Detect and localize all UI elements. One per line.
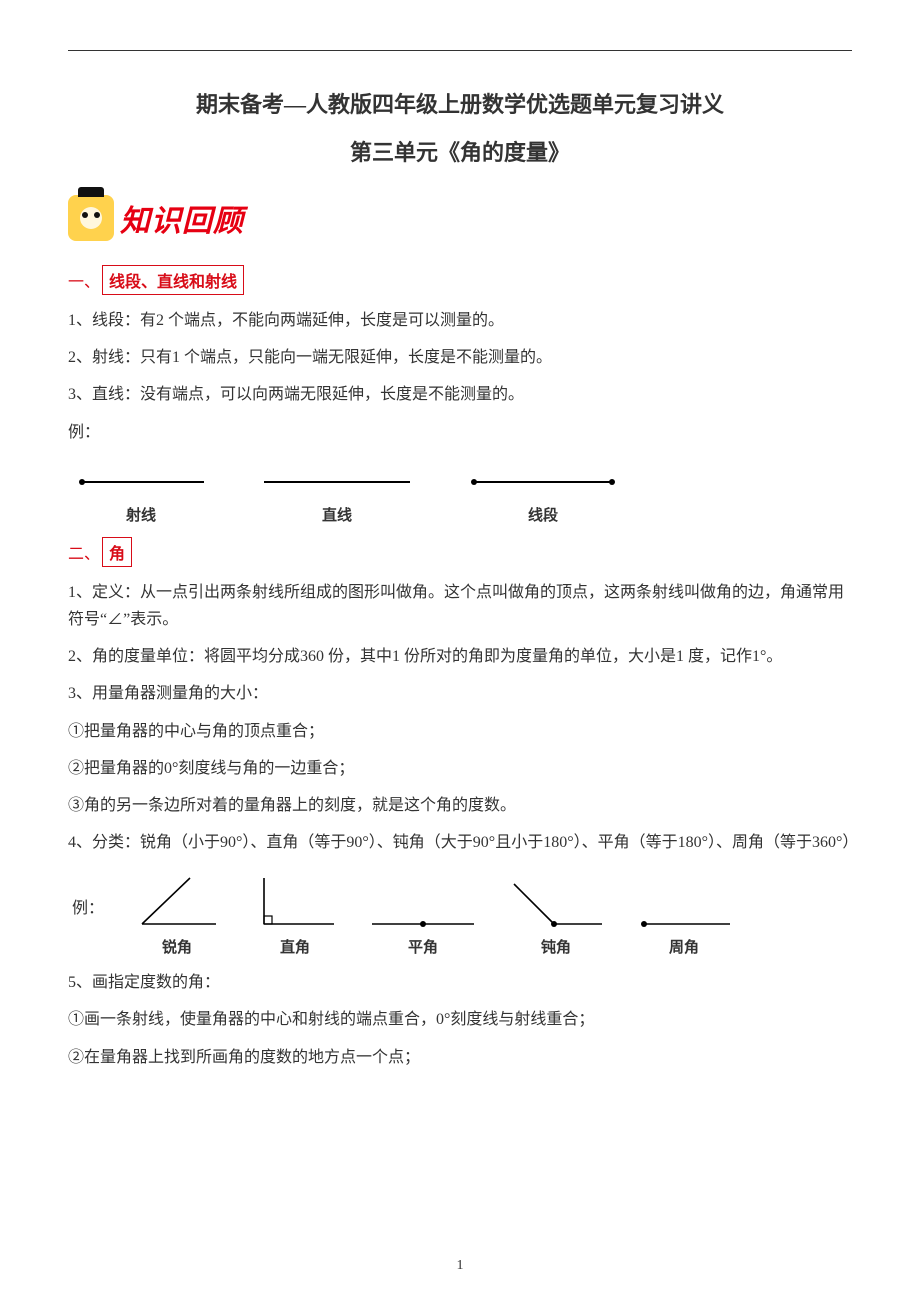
reflex-label: 周角	[634, 936, 734, 957]
s1-p2: 2、射线：只有1 个端点，只能向一端无限延伸，长度是不能测量的。	[68, 344, 852, 371]
acute-item: 锐角	[132, 872, 222, 957]
s2-p3-2: ②把量角器的0°刻度线与角的一边重合；	[68, 755, 852, 782]
doc-title-line2: 第三单元《角的度量》	[68, 135, 852, 167]
ray-label: 射线	[76, 504, 206, 525]
s2-p5-2: ②在量角器上找到所画角的度数的地方点一个点；	[68, 1044, 852, 1071]
obtuse-svg	[506, 872, 606, 930]
line-item: 直线	[262, 468, 412, 525]
s2-p1: 1、定义：从一点引出两条射线所组成的图形叫做角。这个点叫做角的顶点，这两条射线叫…	[68, 579, 852, 633]
obtuse-item: 钝角	[506, 872, 606, 957]
reflex-svg	[634, 872, 734, 930]
line-type-diagram: 射线 直线 线段	[68, 456, 852, 527]
section-1-num: 一、	[68, 274, 100, 291]
s2-p5: 5、画指定度数的角：	[68, 969, 852, 996]
s2-p3-1: ①把量角器的中心与角的顶点重合；	[68, 718, 852, 745]
section-1-heading: 一、线段、直线和射线	[68, 265, 852, 295]
section-2-name: 角	[102, 537, 132, 567]
section-2-heading: 二、角	[68, 537, 852, 567]
page-number: 1	[457, 1258, 464, 1274]
s1-example-label: 例：	[68, 419, 852, 446]
line-label: 直线	[262, 504, 412, 525]
banner-text: 知识回顾	[120, 196, 244, 240]
right-svg	[250, 872, 340, 930]
s1-p3: 3、直线：没有端点，可以向两端无限延伸，长度是不能测量的。	[68, 381, 852, 408]
straight-item: 平角	[368, 872, 478, 957]
s2-p5-1: ①画一条射线，使量角器的中心和射线的端点重合，0°刻度线与射线重合；	[68, 1006, 852, 1033]
acute-svg	[132, 872, 222, 930]
angle-type-diagram: 例： 锐角 直角 平角	[68, 866, 852, 959]
mascot-icon	[68, 195, 114, 241]
right-item: 直角	[250, 872, 340, 957]
s2-example-label: 例：	[72, 894, 104, 936]
segment-svg	[468, 476, 618, 488]
section-2-num: 二、	[68, 546, 100, 563]
line-svg	[262, 476, 412, 488]
reflex-item: 周角	[634, 872, 734, 957]
doc-title-line1: 期末备考—人教版四年级上册数学优选题单元复习讲义	[68, 87, 852, 119]
knowledge-review-banner: 知识回顾	[68, 195, 852, 241]
section-1-name: 线段、直线和射线	[102, 265, 244, 295]
top-divider	[68, 50, 852, 51]
s2-p2: 2、角的度量单位：将圆平均分成360 份，其中1 份所对的角即为度量角的单位，大…	[68, 643, 852, 670]
segment-label: 线段	[468, 504, 618, 525]
ray-item: 射线	[76, 468, 206, 525]
acute-label: 锐角	[132, 936, 222, 957]
s2-p4: 4、分类：锐角（小于90°）、直角（等于90°）、钝角（大于90°且小于180°…	[68, 829, 852, 856]
straight-svg	[368, 872, 478, 930]
s2-p3-3: ③角的另一条边所对着的量角器上的刻度，就是这个角的度数。	[68, 792, 852, 819]
segment-item: 线段	[468, 468, 618, 525]
ray-svg	[76, 476, 206, 488]
obtuse-label: 钝角	[506, 936, 606, 957]
s1-p1: 1、线段：有2 个端点，不能向两端延伸，长度是可以测量的。	[68, 307, 852, 334]
straight-label: 平角	[368, 936, 478, 957]
right-label: 直角	[250, 936, 340, 957]
s2-p3: 3、用量角器测量角的大小：	[68, 680, 852, 707]
